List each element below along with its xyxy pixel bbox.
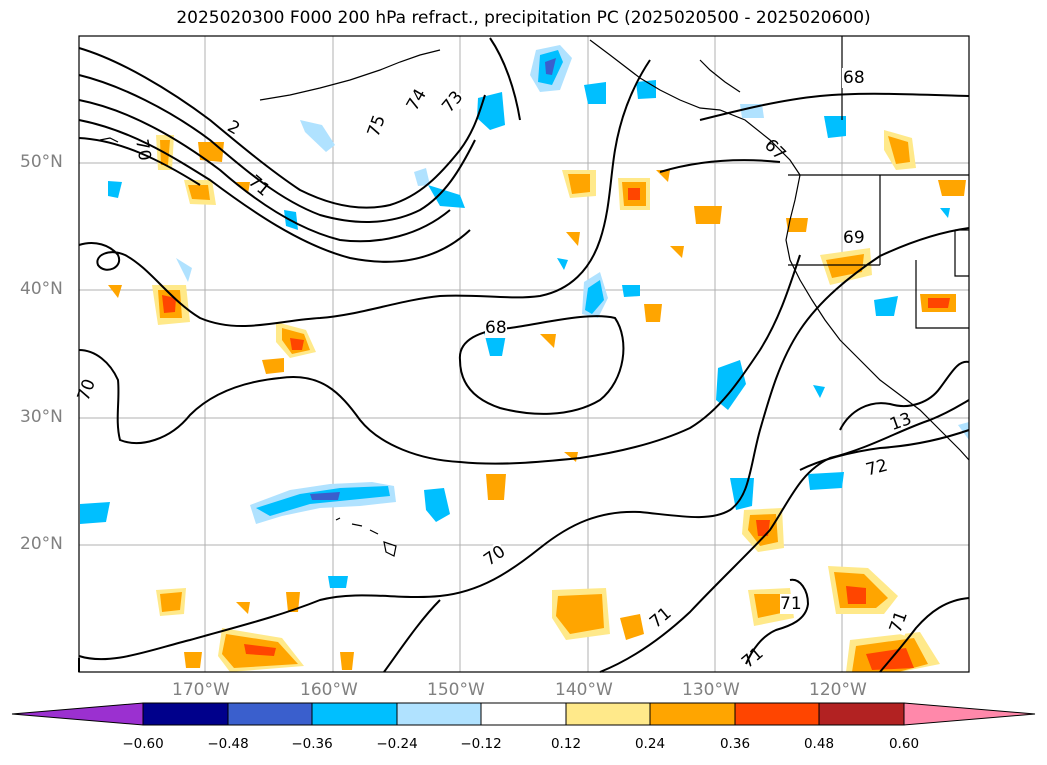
lat-label-30n: 30°N <box>20 407 63 427</box>
graticule <box>79 36 969 672</box>
colorbar-bin-9 <box>818 702 905 726</box>
lat-label-50n: 50°N <box>20 152 63 172</box>
colorbar-tick: −0.12 <box>460 736 502 752</box>
contour-label: 71 <box>780 594 802 614</box>
colorbar-tick: −0.48 <box>207 736 249 752</box>
colorbar-bin-7 <box>649 702 736 726</box>
colorbar-bin-8 <box>734 702 820 726</box>
colorbar-tick: 0.12 <box>550 736 582 752</box>
contour-label: 70 <box>131 137 155 163</box>
map-title: 2025020300 F000 200 hPa refract., precip… <box>176 8 871 28</box>
lon-label-130w: 130°W <box>682 680 740 700</box>
lon-label-160w: 160°W <box>300 680 358 700</box>
contour-label: 68 <box>842 68 866 88</box>
contour-label: 69 <box>843 228 865 248</box>
colorbar-bin-2 <box>227 702 313 726</box>
refractivity-contours <box>78 37 970 673</box>
colorbar-extend-low <box>11 702 144 726</box>
lon-label-140w: 140°W <box>555 680 613 700</box>
contour-label: 68 <box>485 318 507 338</box>
colorbar-tick: −0.36 <box>291 736 333 752</box>
colorbar-tick: −0.60 <box>122 736 164 752</box>
colorbar-tick: 0.36 <box>719 736 751 752</box>
colorbar-tick: 0.60 <box>888 736 920 752</box>
colorbar-tick: −0.24 <box>376 736 418 752</box>
lat-label-20n: 20°N <box>20 534 63 554</box>
colorbar-bin-3 <box>311 702 398 726</box>
colorbar-extend-high <box>903 702 1036 726</box>
map-frame <box>78 35 970 673</box>
colorbar <box>11 702 1036 726</box>
lon-label-150w: 150°W <box>427 680 485 700</box>
colorbar-bin-5 <box>480 702 567 726</box>
lon-label-120w: 120°W <box>809 680 867 700</box>
negative-precip-areas <box>80 45 969 588</box>
colorbar-bin-6 <box>565 702 651 726</box>
colorbar-tick: 0.24 <box>634 736 666 752</box>
colorbar-bin-1 <box>142 702 229 726</box>
positive-precip-areas <box>108 130 966 672</box>
colorbar-tick: 0.48 <box>803 736 835 752</box>
colorbar-bin-4 <box>396 702 482 726</box>
lon-label-170w: 170°W <box>172 680 230 700</box>
lat-label-40n: 40°N <box>20 279 63 299</box>
